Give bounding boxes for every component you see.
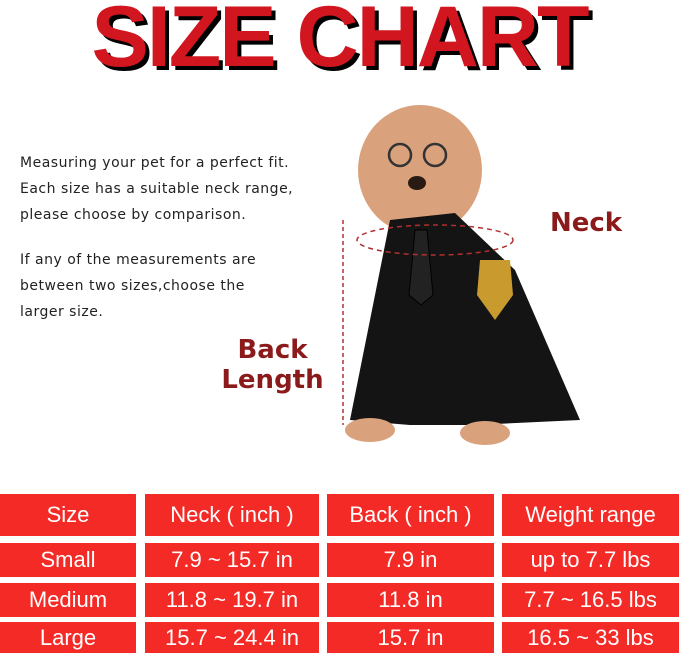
table-cell: Large (0, 622, 136, 653)
neck-label: Neck (550, 208, 623, 238)
instruction-line: larger size. (20, 304, 104, 320)
back-length-label: Back Length (215, 335, 330, 395)
back-label-line: Length (221, 365, 324, 395)
dog-head (358, 105, 482, 235)
table-header-cell: Weight range (502, 494, 679, 536)
instruction-line: If any of the measurements are (20, 252, 257, 268)
table-cell: 15.7 ~ 24.4 in (145, 622, 319, 653)
instruction-line: Each size has a suitable neck range, (20, 181, 294, 197)
table-cell: 7.9 in (327, 543, 494, 577)
glasses-icon (387, 142, 413, 168)
neck-measure-line (356, 224, 514, 256)
table-cell: 7.9 ~ 15.7 in (145, 543, 319, 577)
table-cell: Small (0, 543, 136, 577)
instructions-between: If any of the measurements are between t… (20, 247, 256, 325)
table-header-cell: Neck ( inch ) (145, 494, 319, 536)
instruction-line: between two sizes,choose the (20, 278, 245, 294)
dog-nose (408, 176, 426, 190)
table-cell: 11.8 ~ 19.7 in (145, 583, 319, 617)
table-cell: Medium (0, 583, 136, 617)
dog-in-cape-image (342, 105, 580, 445)
table-cell: 16.5 ~ 33 lbs (502, 622, 679, 653)
table-cell: 7.7 ~ 16.5 lbs (502, 583, 679, 617)
table-cell: up to 7.7 lbs (502, 543, 679, 577)
instruction-line: Measuring your pet for a perfect fit. (20, 155, 290, 171)
page-title: SIZE CHART (91, 0, 590, 85)
table-header-cell: Back ( inch ) (327, 494, 494, 536)
back-label-line: Back (237, 335, 308, 365)
cape (350, 213, 580, 425)
instruction-line: please choose by comparison. (20, 207, 247, 223)
table-header-cell: Size (0, 494, 136, 536)
tie (408, 229, 434, 306)
instructions-fit: Measuring your pet for a perfect fit. Ea… (20, 150, 293, 228)
table-cell: 11.8 in (327, 583, 494, 617)
table-cell: 15.7 in (327, 622, 494, 653)
crest-badge (477, 260, 513, 320)
